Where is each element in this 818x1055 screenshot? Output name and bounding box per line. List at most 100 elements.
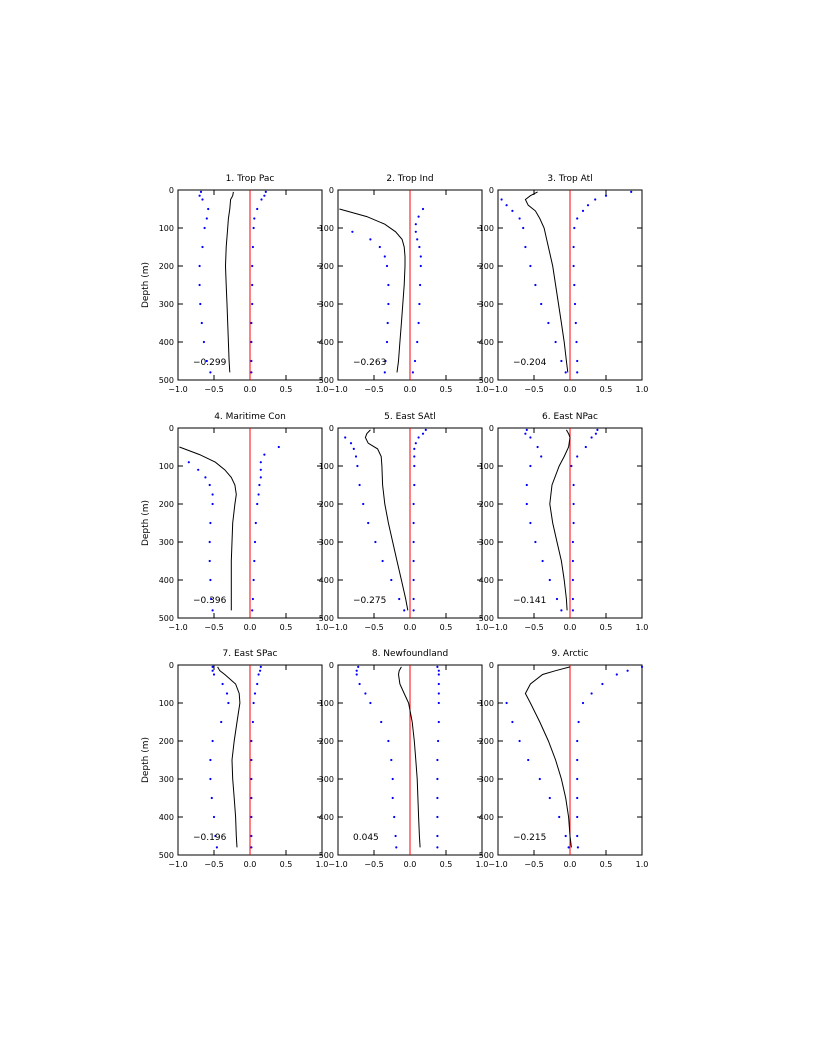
panel-2-ytick-label: 200 [319, 262, 334, 271]
panel-7-upper-point [259, 665, 262, 669]
panel-2-mean-line [339, 208, 406, 373]
panel-2-lower-point [385, 340, 389, 344]
panel-7-upper-point [259, 669, 262, 672]
panel-3-upper-point [573, 302, 577, 306]
panel-7-ytick-label: 100 [159, 699, 174, 708]
panel-1-upper-point [256, 207, 259, 211]
panel-9-lower-point [567, 846, 570, 849]
panel-7-lower-point [225, 692, 229, 695]
panel-6-upper-point [596, 428, 599, 431]
panel-9-xtick-label: 1.0 [636, 860, 649, 869]
panel-3-upper-point [594, 198, 597, 201]
panel-1-upper-point [250, 340, 253, 344]
panel-7-ytick-label: 300 [159, 775, 174, 784]
panel-5-ytick-label: 300 [319, 538, 334, 547]
panel-4-xtick-label: 0.5 [280, 623, 293, 632]
panel-9-lower-point [558, 815, 561, 819]
panel-5-lower-point [352, 447, 355, 450]
panel-2-lower-point [383, 371, 386, 374]
panel-5-xtick-label: −0.5 [364, 623, 383, 632]
panel-1-mean-line [224, 191, 234, 373]
panel-1-lower-point [205, 217, 208, 220]
panel-6-mean-line [549, 429, 571, 611]
panel-3-xtick-label: −1.0 [488, 385, 507, 394]
panel-2-annotation: −0.263 [353, 358, 386, 368]
panel-7-lower-point [212, 815, 216, 819]
panel-3-title: 3. Trop Atl [547, 174, 592, 184]
panel-2-xtick-label: −0.5 [364, 385, 383, 394]
panel-6-upper-point [570, 464, 573, 468]
panel-3-upper-point [576, 359, 579, 363]
panel-5-lower-point [374, 540, 377, 544]
panel-3-upper-point [586, 204, 590, 207]
panel-1-lower-point [205, 359, 208, 363]
panel-9-annotation: −0.215 [513, 833, 546, 843]
panel-8-lower-point [355, 669, 358, 672]
panel-1-lower-point [199, 190, 203, 193]
panel-1-lower-point [203, 226, 206, 230]
panel-7-lower-point [211, 665, 214, 669]
panel-4-xtick-label: 1.0 [316, 623, 329, 632]
panel-9-lower-point [527, 758, 530, 762]
panel-8-ytick-label: 500 [319, 851, 334, 860]
panel-6-xtick-label: −0.5 [524, 623, 543, 632]
panel-5-upper-point [413, 455, 416, 458]
panel-3-lower-point [500, 198, 503, 201]
panel-3-xtick-label: −0.5 [524, 385, 543, 394]
panel-8-upper-point [436, 758, 439, 762]
panel-9-lower-point [564, 834, 567, 838]
panel-8-xtick-label: 1.0 [476, 860, 489, 869]
panel-4-lower-point [208, 559, 211, 563]
panel-6-ytick-label: 0 [489, 424, 494, 433]
panel-9-lower-point [511, 720, 514, 724]
panel-5-lower-point [398, 597, 401, 601]
panel-5-lower-point [358, 483, 361, 487]
panel-6-lower-point [540, 455, 543, 458]
panel-2-ytick-label: 300 [319, 300, 334, 309]
panel-3-upper-point [630, 190, 633, 193]
panel-5-lower-point [354, 455, 358, 458]
panel-4-ylabel: Depth (m) [141, 500, 151, 546]
panel-4-upper-point [263, 453, 266, 456]
panel-2-ytick-label: 100 [319, 224, 334, 233]
panel-5-mean-line [364, 429, 409, 611]
panel-3-xtick-label: 0.5 [600, 385, 613, 394]
panel-7-upper-point [256, 682, 259, 686]
panel-3-annotation: −0.204 [513, 358, 547, 368]
panel-2-ytick-label: 400 [319, 338, 334, 347]
panel-7-upper-point [250, 777, 253, 781]
panel-4-upper-point [277, 445, 280, 449]
panel-5-ytick-label: 500 [319, 614, 334, 623]
panel-2-xtick-label: 0.0 [404, 385, 417, 394]
panel-1-xtick-label: 0.5 [280, 385, 293, 394]
panel-3-lower-point [554, 340, 557, 344]
panel-8-lower-point [380, 720, 383, 724]
panel-1-lower-point [207, 207, 210, 211]
panel-7-lower-point [221, 682, 224, 686]
panel-4-lower-point [211, 493, 214, 496]
panel-4-ytick-label: 400 [159, 576, 174, 585]
panel-3-upper-point [576, 217, 579, 220]
panel-1-ytick-label: 400 [159, 338, 174, 347]
panel-6-ytick-label: 200 [479, 500, 494, 509]
panel-6-lower-point [529, 464, 532, 468]
panel-8-annotation: 0.045 [353, 833, 379, 843]
panel-1-ytick-label: 0 [169, 186, 174, 195]
panel-4-upper-point [256, 502, 259, 506]
panel-6-lower-point [534, 540, 537, 544]
panel-7-xtick-label: 0.5 [280, 860, 293, 869]
panel-3-ytick-label: 100 [479, 224, 494, 233]
panel-9-ytick-label: 200 [479, 737, 494, 746]
panel-9-upper-point [576, 796, 579, 800]
panel-2-upper-point [419, 255, 422, 258]
panel-2-xtick-label: 0.5 [440, 385, 453, 394]
panel-1-xtick-label: −0.5 [204, 385, 223, 394]
panel-5-xtick-label: 0.5 [440, 623, 453, 632]
panel-2-upper-point [418, 245, 421, 249]
panel-7-upper-point [257, 673, 260, 676]
panel-2-title: 2. Trop Ind [386, 174, 433, 184]
panel-1-xtick-label: 0.0 [244, 385, 257, 394]
panel-4-upper-point [257, 493, 260, 496]
panel-3-lower-point [522, 226, 525, 230]
panel-8-upper-point [436, 846, 439, 849]
